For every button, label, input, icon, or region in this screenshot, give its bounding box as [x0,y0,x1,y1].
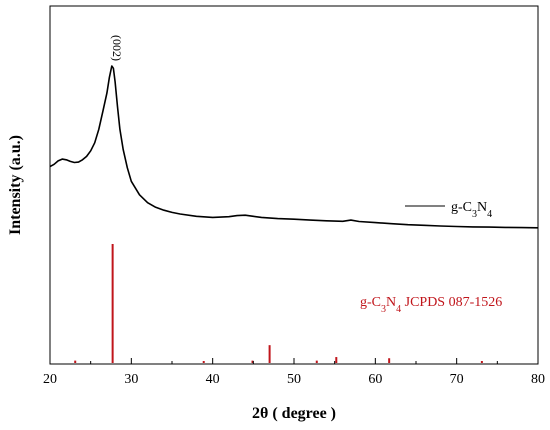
x-tick-label: 70 [450,372,464,387]
x-tick-label: 50 [287,372,301,387]
x-tick-label: 60 [368,372,382,387]
x-tick-label: 20 [43,372,57,387]
reference-label: g-C3N4 JCPDS 087-1526 [360,295,502,315]
x-tick-label: 40 [206,372,220,387]
legend: g-C3N4 [405,200,492,220]
x-tick-label: 80 [531,372,545,387]
y-axis-label: Intensity (a.u.) [7,135,24,235]
series-line-0 [49,65,539,229]
x-axis-label: 2θ ( degree ) [252,405,336,422]
x-ticks: 20 30 40 50 60 70 80 [43,358,545,387]
series-group [49,65,539,229]
plot-area: 20 30 40 50 60 70 80 [43,5,545,387]
peak-annotation: (002) [110,35,124,61]
x-tick-label: 30 [124,372,138,387]
reference-sticks [74,244,483,363]
legend-label: g-C3N4 [451,200,492,220]
